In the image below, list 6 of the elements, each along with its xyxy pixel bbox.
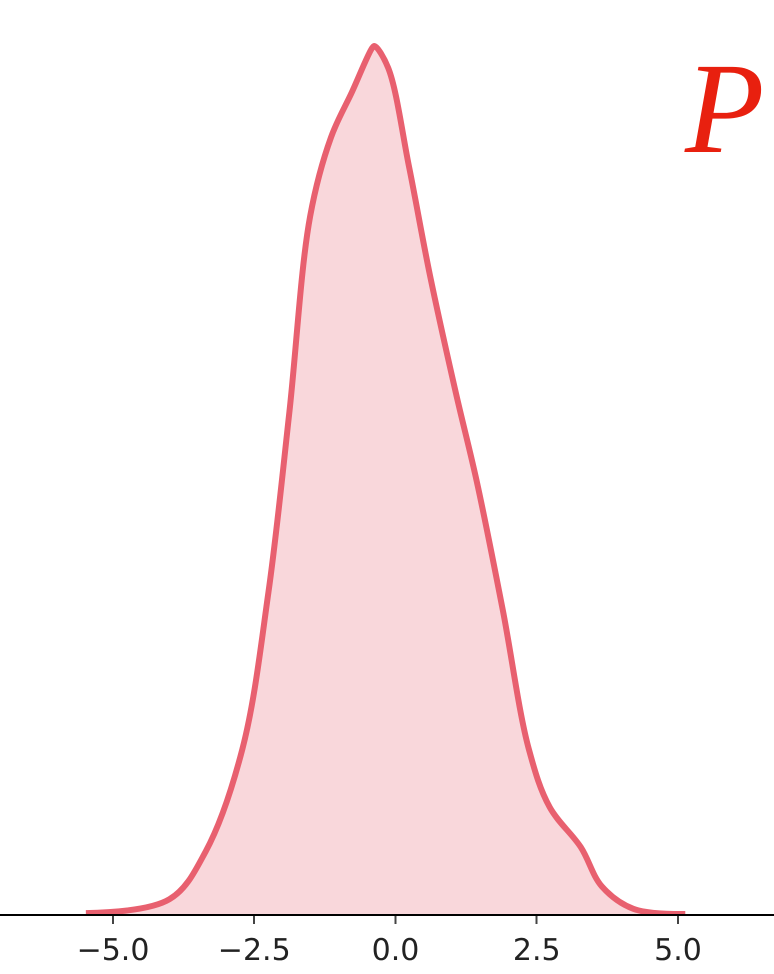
x-tick-label: 2.5 [512, 933, 561, 968]
x-tick-label: 0.0 [372, 933, 420, 968]
x-tick-label: 5.0 [654, 933, 702, 968]
annotation: P [684, 37, 764, 181]
x-tick-label: −5.0 [76, 933, 150, 968]
x-tick-label: −2.5 [218, 933, 291, 968]
